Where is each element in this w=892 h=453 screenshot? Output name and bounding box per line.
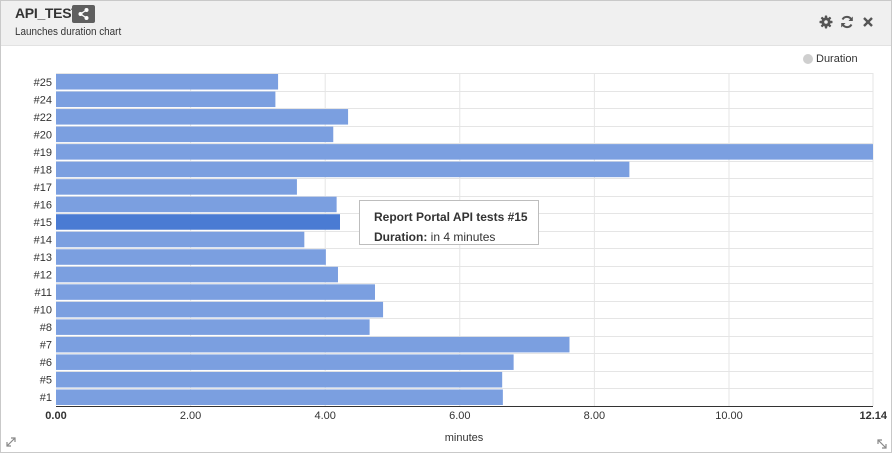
tooltip-label: Duration: [374, 230, 428, 244]
category-label: #17 [34, 182, 52, 194]
bar-launch-10 [56, 301, 384, 318]
category-label: #7 [40, 340, 52, 352]
bar-launch-20 [56, 126, 334, 143]
bar-launch-22 [56, 109, 349, 125]
category-label: #24 [34, 94, 52, 106]
category-label: #22 [34, 112, 52, 124]
category-label: #15 [34, 217, 52, 229]
category-label: #25 [34, 77, 52, 89]
bar-launch-19 [56, 144, 873, 160]
category-label: #5 [40, 375, 52, 387]
resize-icon[interactable] [876, 438, 888, 450]
share-icon [78, 8, 89, 20]
bar-launch-5 [56, 371, 503, 388]
category-label: #12 [34, 270, 52, 282]
tick-label: 2.00 [180, 410, 201, 422]
tick-label: 4.00 [314, 410, 335, 422]
bar-launch-24 [56, 91, 276, 108]
category-label: #1 [40, 392, 52, 404]
category-label: #18 [34, 164, 52, 176]
category-label: #14 [34, 235, 52, 247]
category-label: #20 [34, 129, 52, 141]
bar-launch-11 [56, 284, 375, 300]
expand-icon[interactable] [5, 436, 17, 448]
tick-label: 8.00 [584, 410, 605, 422]
widget-header: API_TESTS Launches duration chart [1, 1, 891, 46]
bar-launch-25 [56, 74, 279, 90]
refresh-icon[interactable] [840, 15, 854, 29]
bar-launch-1 [56, 389, 503, 405]
widget-title: API_TESTS [15, 5, 89, 21]
tick-label: 12.14 [859, 410, 887, 422]
bar-launch-8 [56, 319, 370, 335]
bar-launch-7 [56, 336, 570, 353]
tooltip-title: Report Portal API tests #15 [374, 210, 528, 224]
x-axis-title: minutes [445, 432, 484, 444]
category-label: #6 [40, 357, 52, 369]
bar-launch-15 [56, 214, 340, 230]
category-label: #13 [34, 252, 52, 264]
legend-marker [803, 54, 813, 64]
category-label: #8 [40, 322, 52, 334]
bar-launch-17 [56, 179, 297, 195]
bar-launch-6 [56, 354, 514, 370]
tooltip-value: in 4 minutes [430, 230, 496, 244]
bar-launch-14 [56, 231, 305, 248]
share-button[interactable] [72, 5, 95, 23]
category-label: #19 [34, 147, 52, 159]
tooltip-body: Duration: in 4 minutes [374, 227, 538, 247]
gear-icon[interactable] [819, 15, 833, 29]
chart-legend[interactable]: Duration [803, 53, 858, 65]
chart-tooltip: Report Portal API tests #15 Duration: in… [359, 200, 539, 245]
bar-launch-18 [56, 161, 630, 178]
bar-launch-16 [56, 196, 337, 213]
close-icon[interactable] [861, 15, 875, 29]
widget-subtitle: Launches duration chart [15, 26, 122, 38]
category-label: #11 [34, 287, 52, 299]
category-label: #16 [34, 199, 52, 211]
tick-label: 6.00 [449, 410, 470, 422]
bar-launch-13 [56, 249, 326, 265]
bar-launch-12 [56, 266, 338, 283]
tick-label: 0.00 [45, 410, 66, 422]
legend-label: Duration [816, 53, 858, 65]
tick-label: 10.00 [715, 410, 743, 422]
category-label: #10 [34, 305, 52, 317]
